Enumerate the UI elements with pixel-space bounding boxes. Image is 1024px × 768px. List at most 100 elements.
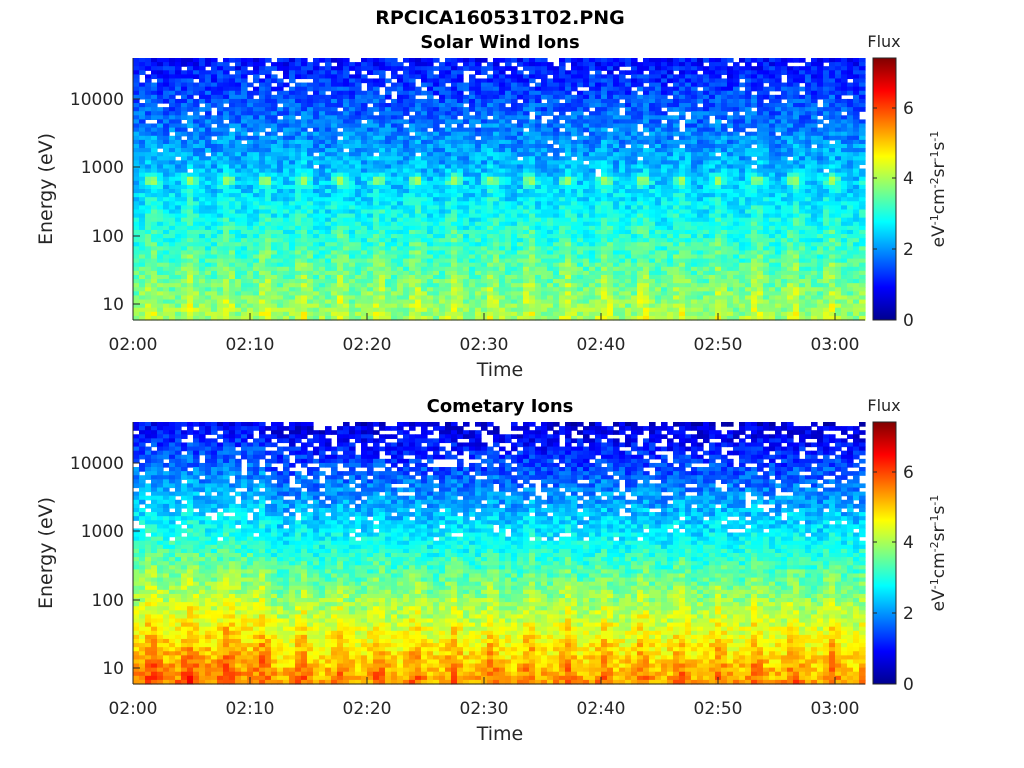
heatmap-cell bbox=[211, 87, 218, 92]
heatmap-cell bbox=[391, 173, 398, 178]
heatmap-cell bbox=[265, 66, 272, 71]
heatmap-cell bbox=[217, 177, 224, 182]
heatmap-cell bbox=[325, 255, 332, 260]
heatmap-cell bbox=[283, 197, 290, 202]
heatmap-cell bbox=[349, 74, 356, 79]
heatmap-cell bbox=[169, 246, 176, 251]
heatmap-cell bbox=[289, 234, 296, 239]
heatmap-cell bbox=[331, 107, 338, 112]
heatmap-cell bbox=[307, 279, 314, 284]
heatmap-cell bbox=[133, 283, 140, 288]
heatmap-cell bbox=[193, 197, 200, 202]
heatmap-cell bbox=[313, 238, 320, 243]
heatmap-cell bbox=[265, 283, 272, 288]
heatmap-cell bbox=[157, 119, 164, 124]
heatmap-cell bbox=[133, 115, 140, 120]
heatmap-cell bbox=[355, 201, 362, 206]
heatmap-cell bbox=[145, 304, 152, 309]
heatmap-cell bbox=[301, 124, 308, 129]
heatmap-cell bbox=[235, 78, 242, 83]
heatmap-cell bbox=[361, 193, 368, 198]
heatmap-cell bbox=[397, 209, 404, 214]
heatmap-cell bbox=[241, 201, 248, 206]
heatmap-cell bbox=[175, 115, 182, 120]
heatmap-cell bbox=[241, 197, 248, 202]
heatmap-cell bbox=[259, 148, 266, 153]
heatmap-cell bbox=[289, 169, 296, 174]
heatmap-cell bbox=[301, 246, 308, 251]
heatmap-cell bbox=[277, 136, 284, 141]
heatmap-cell bbox=[343, 189, 350, 194]
heatmap-cell bbox=[181, 144, 188, 149]
heatmap-cell bbox=[331, 74, 338, 79]
heatmap-cell bbox=[145, 291, 152, 296]
heatmap-cell bbox=[157, 140, 164, 145]
heatmap-cell bbox=[169, 226, 176, 231]
heatmap-cell bbox=[223, 91, 230, 96]
heatmap-cell bbox=[283, 238, 290, 243]
heatmap-cell bbox=[325, 209, 332, 214]
heatmap-cell bbox=[181, 218, 188, 223]
heatmap-cell bbox=[259, 283, 266, 288]
heatmap-cell bbox=[343, 312, 350, 317]
heatmap-cell bbox=[349, 156, 356, 161]
heatmap-cell bbox=[301, 111, 308, 116]
heatmap-cell bbox=[193, 250, 200, 255]
heatmap-cell bbox=[247, 246, 254, 251]
heatmap-cell bbox=[289, 209, 296, 214]
heatmap-cell bbox=[253, 209, 260, 214]
heatmap-cell bbox=[163, 144, 170, 149]
heatmap-cell bbox=[253, 58, 260, 63]
heatmap-cell bbox=[367, 197, 374, 202]
heatmap-cell bbox=[379, 287, 386, 292]
heatmap-cell bbox=[343, 275, 350, 280]
heatmap-cell bbox=[373, 287, 380, 292]
heatmap-cell bbox=[247, 287, 254, 292]
heatmap-cell bbox=[367, 201, 374, 206]
heatmap-cell bbox=[217, 83, 224, 88]
heatmap-cell bbox=[319, 250, 326, 255]
heatmap-cell bbox=[247, 304, 254, 309]
heatmap-cell bbox=[373, 275, 380, 280]
heatmap-cell bbox=[307, 177, 314, 182]
heatmap-cell bbox=[217, 169, 224, 174]
heatmap-cell bbox=[199, 300, 206, 305]
heatmap-cell bbox=[253, 124, 260, 129]
heatmap-cell bbox=[391, 300, 398, 305]
heatmap-cell bbox=[199, 263, 206, 268]
heatmap-cell bbox=[355, 83, 362, 88]
heatmap-cell bbox=[181, 242, 188, 247]
heatmap-cell bbox=[133, 242, 140, 247]
heatmap-cell bbox=[391, 238, 398, 243]
heatmap-cell bbox=[163, 136, 170, 141]
heatmap-cell bbox=[271, 152, 278, 157]
heatmap-cell bbox=[241, 70, 248, 75]
heatmap-cell bbox=[325, 250, 332, 255]
heatmap-cell bbox=[403, 83, 410, 88]
heatmap-cell bbox=[133, 128, 140, 133]
heatmap-cell bbox=[259, 91, 266, 96]
heatmap-cell bbox=[301, 304, 308, 309]
heatmap-cell bbox=[175, 308, 182, 313]
heatmap-cell bbox=[331, 218, 338, 223]
heatmap-cell bbox=[385, 58, 392, 63]
heatmap-cell bbox=[307, 238, 314, 243]
heatmap-cell bbox=[361, 91, 368, 96]
heatmap-cell bbox=[355, 259, 362, 264]
heatmap-cell bbox=[157, 304, 164, 309]
heatmap-cell bbox=[319, 66, 326, 71]
heatmap-cell bbox=[355, 78, 362, 83]
heatmap-cell bbox=[199, 140, 206, 145]
heatmap-cell bbox=[175, 218, 182, 223]
heatmap-cell bbox=[343, 218, 350, 223]
heatmap-cell bbox=[181, 91, 188, 96]
heatmap-cell bbox=[367, 226, 374, 231]
heatmap-cell bbox=[187, 140, 194, 145]
heatmap-cell bbox=[373, 119, 380, 124]
heatmap-cell bbox=[235, 279, 242, 284]
heatmap-cell bbox=[175, 169, 182, 174]
heatmap-cell bbox=[259, 66, 266, 71]
heatmap-cell bbox=[253, 205, 260, 210]
heatmap-cell bbox=[361, 218, 368, 223]
heatmap-cell bbox=[145, 279, 152, 284]
